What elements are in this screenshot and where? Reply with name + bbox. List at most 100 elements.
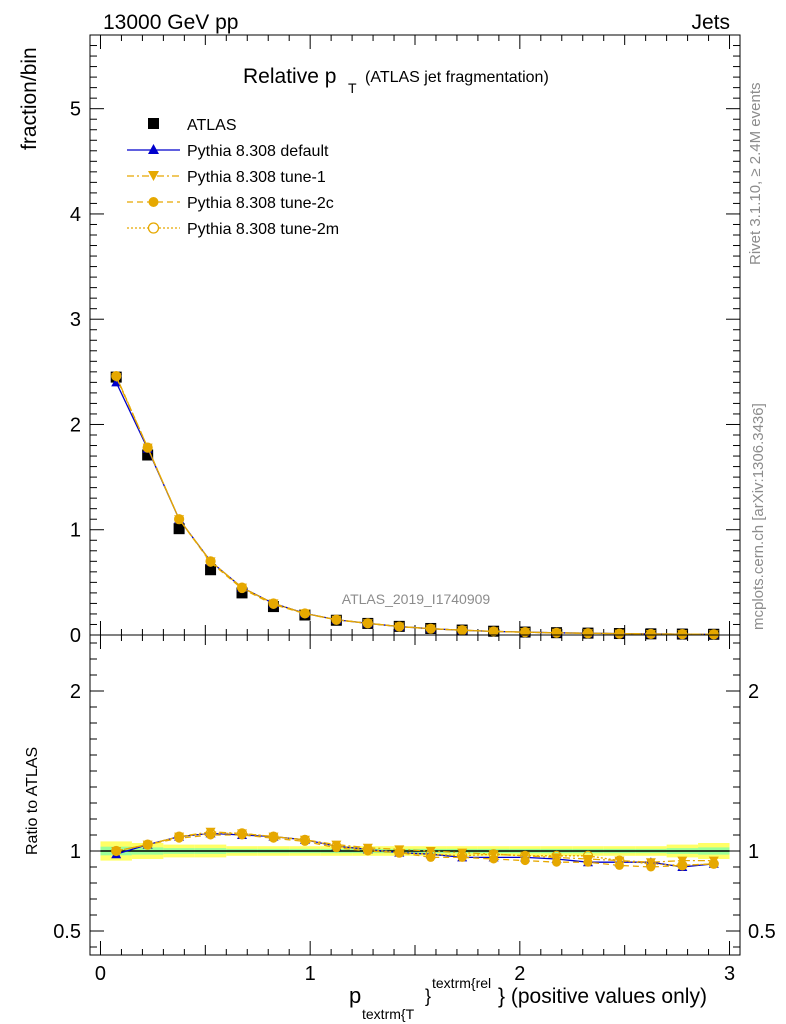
- legend-entry-default: Pythia 8.308 default: [127, 143, 329, 160]
- y-tick-label-right: 0.5: [748, 921, 776, 943]
- data-point-atlas: [173, 523, 185, 535]
- data-point-pythia-8-308-tune-2m: [142, 839, 153, 850]
- mcplots-source-label: mcplots.cern.ch [arXiv:1306.3436]: [750, 403, 767, 630]
- y-tick-label: 3: [70, 309, 81, 331]
- data-point-pythia-8-308-tune-2m: [174, 831, 185, 842]
- legend-entry-atlas: ATLAS: [148, 117, 237, 134]
- y-tick-label: 0: [70, 625, 81, 647]
- x-axis-label-brace: }: [425, 986, 431, 1006]
- data-point-pythia-8-308-tune-2m: [205, 828, 216, 839]
- header-left: 13000 GeV pp: [103, 11, 238, 34]
- data-point-pythia-8-308-tune-2m: [425, 849, 436, 860]
- ratio-plot: 0 1 2 3 0.5 0.5 1 1 2 2 Ratio to ATLAS: [24, 634, 776, 985]
- data-point-pythia-8-308-tune-2m: [236, 828, 248, 839]
- data-point-pythia-8-308-tune-2m: [645, 628, 656, 640]
- data-point-pythia-8-308-tune-2c: [646, 862, 656, 872]
- series-line-pythia-8-308-tune-2m: [115, 375, 714, 636]
- data-point-pythia-8-308-tune-2m: [174, 514, 185, 525]
- y-tick-label: 0.5: [53, 921, 81, 943]
- data-point-pythia-8-308-tune-2m: [582, 850, 594, 861]
- series-line-pythia-8-308-tune-1: [115, 376, 714, 635]
- data-point-pythia-8-308-tune-2c: [268, 599, 278, 609]
- ratio-plot-frame: [89, 634, 741, 956]
- data-point-pythia-8-308-tune-2m: [425, 623, 436, 634]
- data-point-pythia-8-308-tune-2c: [237, 584, 247, 594]
- x-axis-label-subscript: textrm{T: [362, 1006, 415, 1022]
- legend-marker-square: [148, 118, 159, 129]
- data-point-pythia-8-308-tune-2m: [236, 582, 248, 593]
- data-point-pythia-8-308-tune-2m: [488, 626, 499, 637]
- data-point-pythia-8-308-tune-2m: [331, 841, 342, 852]
- data-point-pythia-8-308-tune-2c: [331, 615, 341, 625]
- data-point-pythia-8-308-tune-2c: [426, 852, 436, 862]
- y-tick-label: 2: [70, 681, 81, 703]
- y-tick-label: 2: [70, 414, 81, 436]
- data-point-pythia-8-308-tune-2m: [457, 850, 468, 861]
- legend-entry-tune-2m: Pythia 8.308 tune-2m: [127, 221, 339, 238]
- data-point-pythia-8-308-tune-2m: [614, 628, 625, 639]
- legend-entry-tune-2c: Pythia 8.308 tune-2c: [127, 195, 334, 212]
- x-axis-label-rest: } (positive values only): [498, 985, 707, 1008]
- data-point-pythia-8-308-tune-2c: [143, 443, 153, 453]
- y-tick-label: 4: [70, 204, 81, 226]
- data-point-pythia-8-308-tune-2m: [142, 442, 153, 453]
- data-point-pythia-8-308-tune-2m: [268, 598, 279, 609]
- legend-label-default: Pythia 8.308 default: [187, 143, 329, 160]
- x-axis-label-p: p: [349, 983, 361, 1008]
- x-tick-label: 1: [305, 963, 316, 985]
- rivet-version-label: Rivet 3.1.10, ≥ 2.4M events: [747, 83, 764, 266]
- x-tick-label: 2: [514, 963, 525, 985]
- data-point-pythia-8-308-tune-2m: [268, 831, 279, 842]
- y-tick-label-right: 2: [748, 681, 759, 703]
- main-plot: 0 1 2 3 4 5 Relative p T (ATLAS jet fragmenta…: [18, 34, 741, 647]
- data-point-pythia-8-308-tune-2m: [708, 629, 719, 640]
- data-point-pythia-8-308-tune-1: [425, 847, 436, 856]
- legend-marker-circle: [148, 197, 159, 207]
- data-point-pythia-8-308-tune-2m: [362, 618, 373, 629]
- y-tick-label-right: 1: [748, 841, 759, 863]
- data-point-pythia-8-308-tune-2m: [551, 627, 562, 638]
- analysis-label: ATLAS_2019_I1740909: [342, 591, 491, 607]
- data-point-pythia-8-308-tune-2m: [708, 858, 719, 869]
- legend-marker-triangle-up: [148, 144, 159, 154]
- data-point-pythia-8-308-tune-2m: [111, 845, 122, 857]
- data-point-pythia-8-308-tune-2m: [519, 850, 531, 861]
- data-point-pythia-8-308-tune-2c: [206, 557, 216, 567]
- legend-entry-tune-1: Pythia 8.308 tune-1: [127, 169, 326, 186]
- ratio-reference-band: [100, 841, 730, 861]
- data-point-pythia-8-308-tune-2m: [677, 860, 688, 871]
- series-line-pythia-8-308-tune-2c: [116, 834, 714, 868]
- ratio-axis-ticks: 0 1 2 3 0.5 0.5 1 1 2 2: [53, 635, 776, 985]
- plot-title-paren: (ATLAS jet fragmentation): [365, 69, 549, 86]
- data-point-pythia-8-308-tune-2m: [645, 858, 656, 869]
- x-tick-label: 0: [95, 963, 106, 985]
- legend-label-atlas: ATLAS: [187, 117, 237, 134]
- main-y-axis-label: fraction/bin: [18, 47, 41, 150]
- data-point-pythia-8-308-tune-2c: [394, 848, 404, 858]
- y-tick-label: 1: [70, 841, 81, 863]
- data-point-pythia-8-308-tune-2m: [331, 614, 342, 625]
- header-right: Jets: [691, 11, 730, 34]
- ratio-y-axis-label: Ratio to ATLAS: [24, 747, 41, 855]
- x-axis-label-superscript: textrm{rel: [432, 975, 491, 991]
- data-point-pythia-8-308-tune-2m: [205, 556, 216, 567]
- x-tick-label: 3: [724, 963, 735, 985]
- y-tick-label: 1: [70, 520, 81, 542]
- legend-marker-triangle-down: [148, 171, 159, 181]
- legend-label-tune-2c: Pythia 8.308 tune-2c: [187, 195, 334, 212]
- data-point-pythia-8-308-tune-2m: [519, 627, 531, 638]
- plot-title-main: Relative p: [243, 65, 336, 88]
- data-point-pythia-8-308-tune-2c: [583, 628, 593, 638]
- data-point-pythia-8-308-tune-2c: [300, 609, 310, 619]
- legend-marker-circle-open: [147, 222, 160, 234]
- data-point-atlas: [205, 564, 217, 576]
- data-point-pythia-8-308-tune-2m: [362, 844, 373, 855]
- data-point-pythia-8-308-tune-2c: [489, 626, 499, 636]
- data-point-pythia-8-308-tune-2m: [299, 608, 311, 619]
- data-point-pythia-8-308-tune-2m: [551, 850, 562, 861]
- data-point-pythia-8-308-tune-2m: [582, 628, 594, 639]
- series-line-pythia-8-308-tune-2m: [116, 832, 714, 867]
- data-point-atlas: [142, 449, 154, 461]
- data-point-pythia-8-308-tune-2m: [677, 629, 688, 640]
